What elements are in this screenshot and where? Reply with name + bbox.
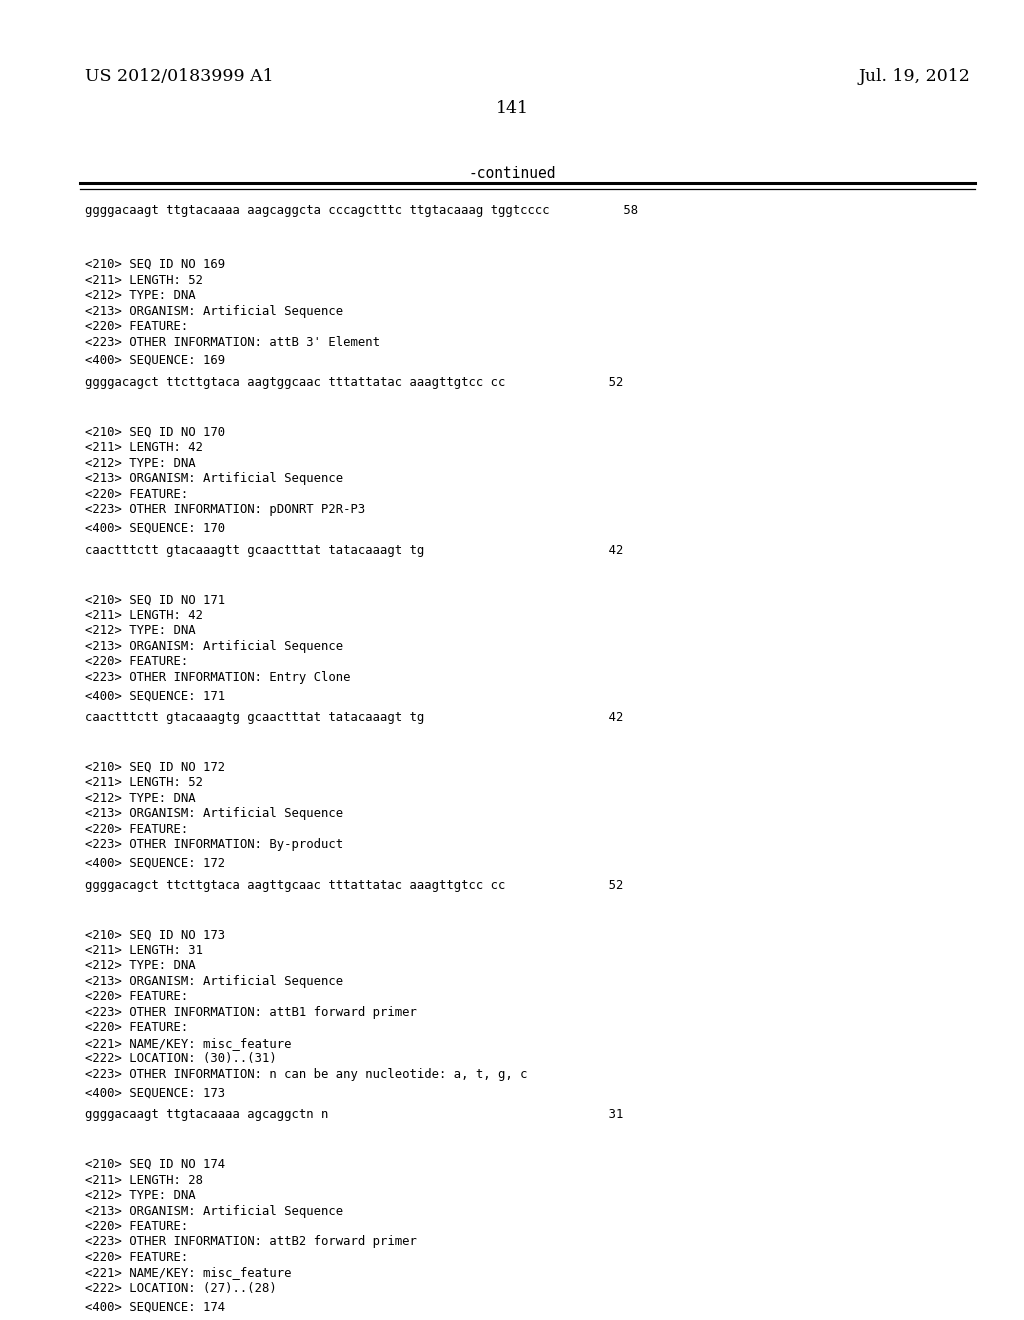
Text: <213> ORGANISM: Artificial Sequence: <213> ORGANISM: Artificial Sequence (85, 473, 343, 486)
Text: <211> LENGTH: 42: <211> LENGTH: 42 (85, 609, 203, 622)
Text: ggggacaagt ttgtacaaaa aagcaggcta cccagctttc ttgtacaaag tggtcccc          58: ggggacaagt ttgtacaaaa aagcaggcta cccagct… (85, 205, 638, 216)
Text: <222> LOCATION: (27)..(28): <222> LOCATION: (27)..(28) (85, 1282, 276, 1295)
Text: <211> LENGTH: 42: <211> LENGTH: 42 (85, 441, 203, 454)
Text: <400> SEQUENCE: 169: <400> SEQUENCE: 169 (85, 354, 225, 367)
Text: <213> ORGANISM: Artificial Sequence: <213> ORGANISM: Artificial Sequence (85, 305, 343, 318)
Text: <223> OTHER INFORMATION: By-product: <223> OTHER INFORMATION: By-product (85, 838, 343, 851)
Text: US 2012/0183999 A1: US 2012/0183999 A1 (85, 69, 273, 84)
Text: <211> LENGTH: 31: <211> LENGTH: 31 (85, 944, 203, 957)
Text: <213> ORGANISM: Artificial Sequence: <213> ORGANISM: Artificial Sequence (85, 975, 343, 987)
Text: <220> FEATURE:: <220> FEATURE: (85, 319, 188, 333)
Text: <210> SEQ ID NO 169: <210> SEQ ID NO 169 (85, 257, 225, 271)
Text: <211> LENGTH: 28: <211> LENGTH: 28 (85, 1173, 203, 1187)
Text: <210> SEQ ID NO 170: <210> SEQ ID NO 170 (85, 425, 225, 438)
Text: <223> OTHER INFORMATION: n can be any nucleotide: a, t, g, c: <223> OTHER INFORMATION: n can be any nu… (85, 1068, 527, 1081)
Text: ggggacaagt ttgtacaaaa agcaggctn n                                      31: ggggacaagt ttgtacaaaa agcaggctn n 31 (85, 1109, 624, 1122)
Text: <400> SEQUENCE: 173: <400> SEQUENCE: 173 (85, 1086, 225, 1100)
Text: <212> TYPE: DNA: <212> TYPE: DNA (85, 792, 196, 805)
Text: <211> LENGTH: 52: <211> LENGTH: 52 (85, 273, 203, 286)
Text: <223> OTHER INFORMATION: Entry Clone: <223> OTHER INFORMATION: Entry Clone (85, 671, 350, 684)
Text: <212> TYPE: DNA: <212> TYPE: DNA (85, 624, 196, 638)
Text: <211> LENGTH: 52: <211> LENGTH: 52 (85, 776, 203, 789)
Text: <221> NAME/KEY: misc_feature: <221> NAME/KEY: misc_feature (85, 1266, 292, 1279)
Text: <220> FEATURE:: <220> FEATURE: (85, 1251, 188, 1265)
Text: <400> SEQUENCE: 171: <400> SEQUENCE: 171 (85, 689, 225, 702)
Text: -continued: -continued (468, 166, 556, 181)
Text: Jul. 19, 2012: Jul. 19, 2012 (858, 69, 970, 84)
Text: 141: 141 (496, 100, 528, 117)
Text: caactttctt gtacaaagtg gcaactttat tatacaaagt tg                         42: caactttctt gtacaaagtg gcaactttat tatacaa… (85, 711, 624, 725)
Text: <221> NAME/KEY: misc_feature: <221> NAME/KEY: misc_feature (85, 1038, 292, 1049)
Text: <210> SEQ ID NO 172: <210> SEQ ID NO 172 (85, 760, 225, 774)
Text: <213> ORGANISM: Artificial Sequence: <213> ORGANISM: Artificial Sequence (85, 808, 343, 820)
Text: <222> LOCATION: (30)..(31): <222> LOCATION: (30)..(31) (85, 1052, 276, 1065)
Text: <220> FEATURE:: <220> FEATURE: (85, 990, 188, 1003)
Text: <223> OTHER INFORMATION: pDONRT P2R-P3: <223> OTHER INFORMATION: pDONRT P2R-P3 (85, 503, 366, 516)
Text: <400> SEQUENCE: 174: <400> SEQUENCE: 174 (85, 1300, 225, 1313)
Text: caactttctt gtacaaagtt gcaactttat tatacaaagt tg                         42: caactttctt gtacaaagtt gcaactttat tatacaa… (85, 544, 624, 557)
Text: <212> TYPE: DNA: <212> TYPE: DNA (85, 289, 196, 302)
Text: <220> FEATURE:: <220> FEATURE: (85, 1220, 188, 1233)
Text: <212> TYPE: DNA: <212> TYPE: DNA (85, 457, 196, 470)
Text: ggggacagct ttcttgtaca aagttgcaac tttattatac aaagttgtcc cc              52: ggggacagct ttcttgtaca aagttgcaac tttatta… (85, 879, 624, 892)
Text: <213> ORGANISM: Artificial Sequence: <213> ORGANISM: Artificial Sequence (85, 640, 343, 652)
Text: <210> SEQ ID NO 174: <210> SEQ ID NO 174 (85, 1158, 225, 1171)
Text: <210> SEQ ID NO 171: <210> SEQ ID NO 171 (85, 593, 225, 606)
Text: <212> TYPE: DNA: <212> TYPE: DNA (85, 1189, 196, 1203)
Text: <213> ORGANISM: Artificial Sequence: <213> ORGANISM: Artificial Sequence (85, 1204, 343, 1217)
Text: <400> SEQUENCE: 172: <400> SEQUENCE: 172 (85, 857, 225, 870)
Text: <400> SEQUENCE: 170: <400> SEQUENCE: 170 (85, 521, 225, 535)
Text: <220> FEATURE:: <220> FEATURE: (85, 655, 188, 668)
Text: <212> TYPE: DNA: <212> TYPE: DNA (85, 960, 196, 973)
Text: <223> OTHER INFORMATION: attB1 forward primer: <223> OTHER INFORMATION: attB1 forward p… (85, 1006, 417, 1019)
Text: <220> FEATURE:: <220> FEATURE: (85, 822, 188, 836)
Text: <223> OTHER INFORMATION: attB 3' Element: <223> OTHER INFORMATION: attB 3' Element (85, 335, 380, 348)
Text: <220> FEATURE:: <220> FEATURE: (85, 487, 188, 500)
Text: <210> SEQ ID NO 173: <210> SEQ ID NO 173 (85, 928, 225, 941)
Text: ggggacagct ttcttgtaca aagtggcaac tttattatac aaagttgtcc cc              52: ggggacagct ttcttgtaca aagtggcaac tttatta… (85, 376, 624, 389)
Text: <220> FEATURE:: <220> FEATURE: (85, 1022, 188, 1035)
Text: <223> OTHER INFORMATION: attB2 forward primer: <223> OTHER INFORMATION: attB2 forward p… (85, 1236, 417, 1249)
